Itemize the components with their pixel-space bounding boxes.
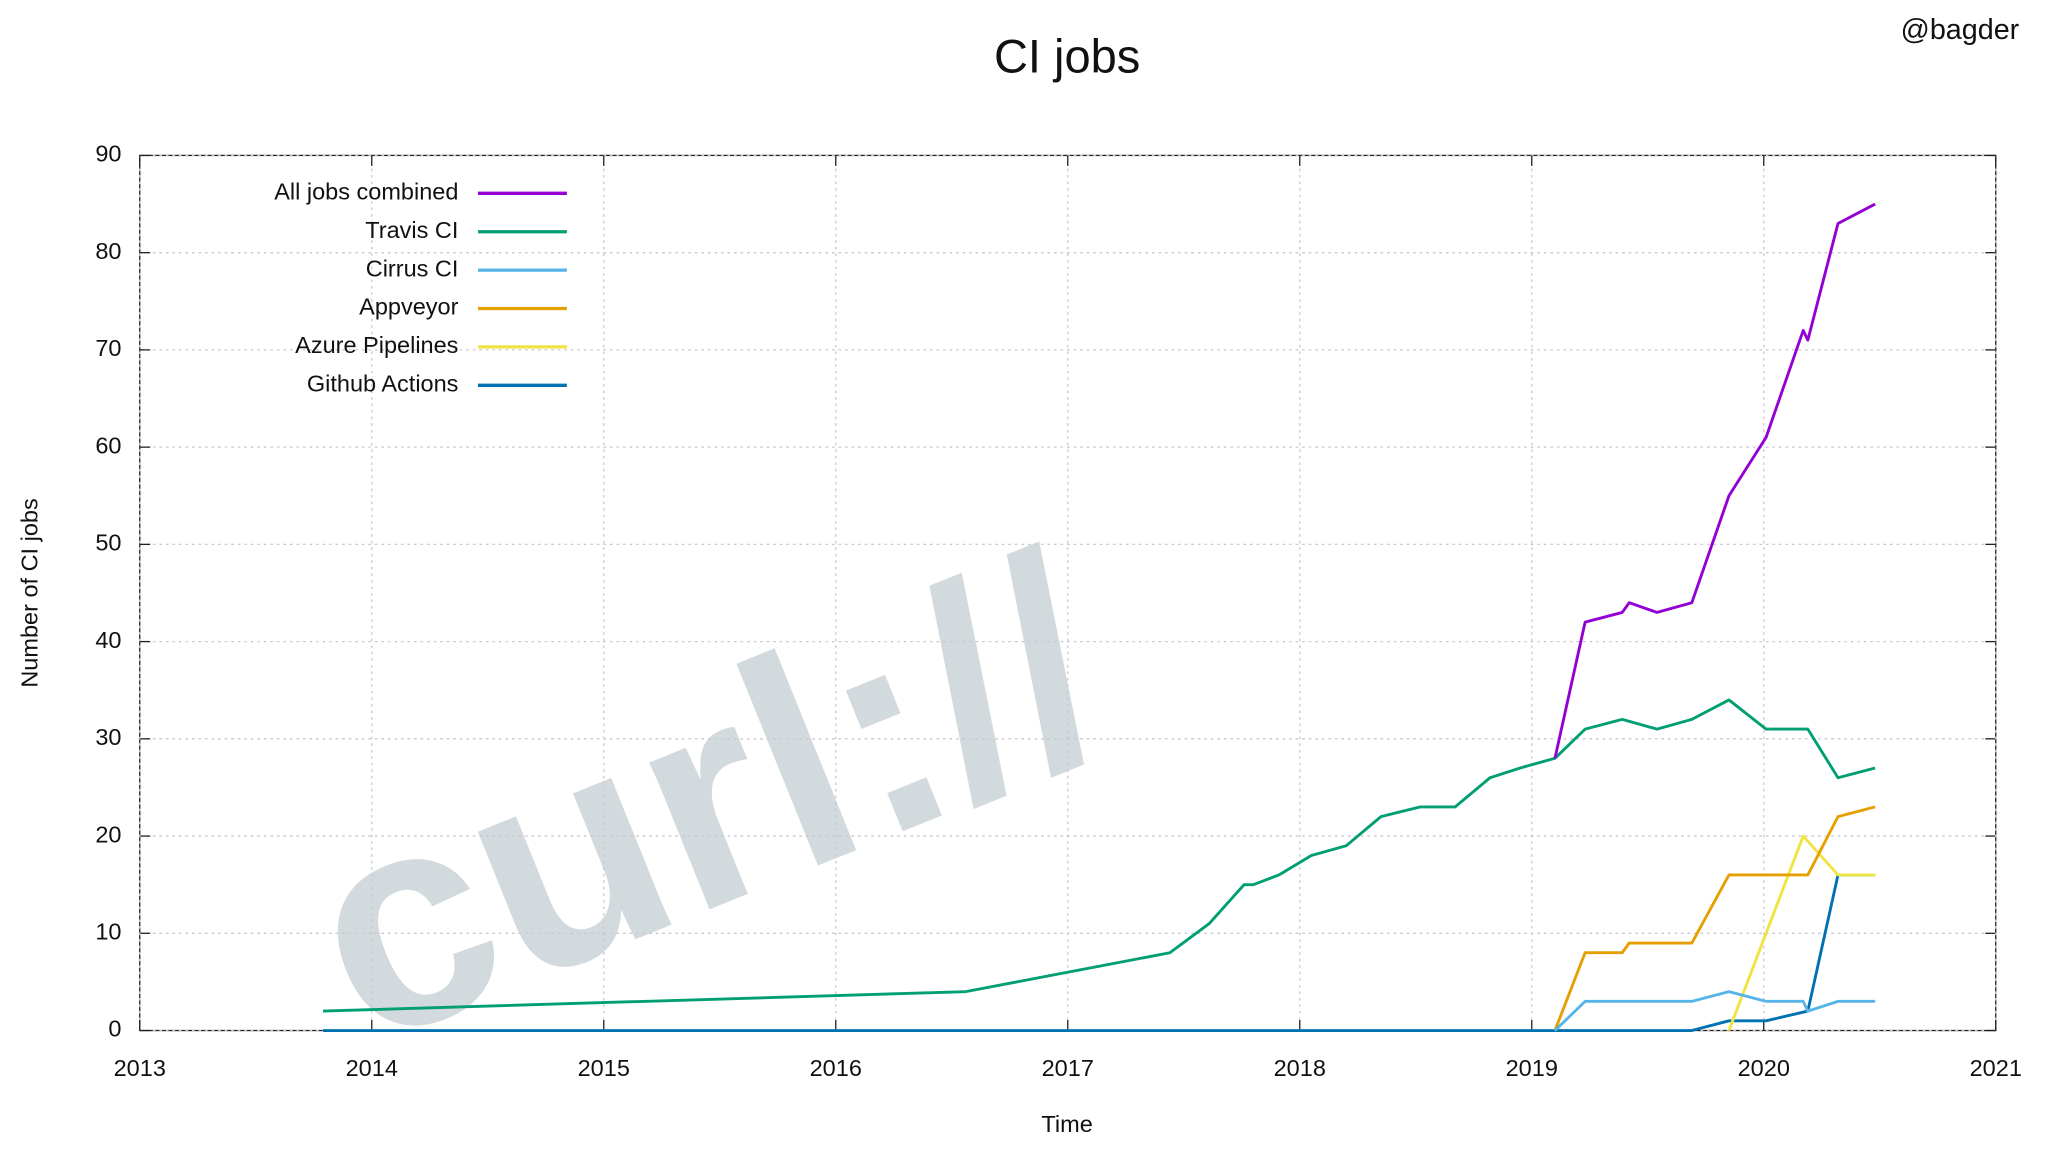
y-tick-label: 10	[95, 919, 121, 945]
x-tick-label: 2014	[346, 1055, 398, 1081]
y-tick-label: 20	[95, 821, 121, 847]
legend-label: Travis CI	[365, 217, 458, 243]
x-tick-label: 2018	[1274, 1055, 1326, 1081]
watermark: curl://	[263, 490, 1148, 1108]
y-tick-label: 80	[95, 238, 121, 264]
credit: @bagder	[1901, 14, 2020, 46]
y-tick-label: 70	[95, 335, 121, 361]
x-tick-label: 2016	[810, 1055, 862, 1081]
legend-label: Cirrus CI	[366, 255, 459, 281]
series-line	[1727, 834, 1876, 1032]
y-tick-label: 40	[95, 627, 121, 653]
x-tick-label: 2013	[114, 1055, 166, 1081]
x-tick-label: 2021	[1970, 1055, 2022, 1081]
series-line	[1553, 805, 1876, 1032]
series-line	[1553, 990, 1876, 1032]
legend-label: Github Actions	[307, 371, 459, 397]
y-tick-label: 30	[95, 724, 121, 750]
legend-label: All jobs combined	[274, 179, 458, 205]
y-axis-label: Number of CI jobs	[17, 498, 43, 687]
x-tick-label: 2019	[1506, 1055, 1558, 1081]
x-tick-label: 2017	[1042, 1055, 1094, 1081]
y-tick-label: 60	[95, 432, 121, 458]
x-tick-label: 2015	[578, 1055, 630, 1081]
series-line	[1553, 202, 1876, 759]
legend-label: Appveyor	[359, 294, 458, 320]
chart-title: CI jobs	[994, 30, 1140, 83]
series-line	[322, 698, 1876, 1013]
y-tick-label: 50	[95, 530, 121, 556]
x-tick-label: 2020	[1738, 1055, 1790, 1081]
y-tick-label: 0	[108, 1016, 121, 1042]
legend-label: Azure Pipelines	[295, 332, 458, 358]
x-axis-label: Time	[1041, 1111, 1092, 1137]
y-tick-label: 90	[95, 141, 121, 167]
